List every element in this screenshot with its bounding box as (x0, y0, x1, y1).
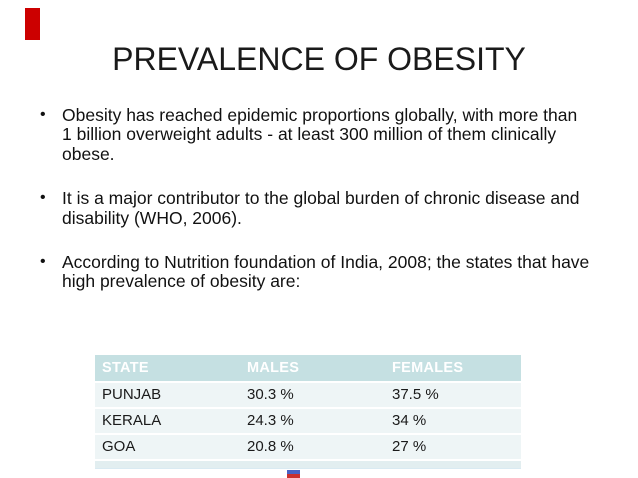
bullet-list: • Obesity has reached epidemic proportio… (38, 105, 613, 317)
table-row: GOA 20.8 % 27 % (95, 435, 521, 461)
cell-males: 30.3 % (247, 386, 294, 403)
bullet-item: • It is a major contributor to the globa… (38, 188, 613, 228)
slide-title: PREVALENCE OF OBESITY (112, 41, 526, 77)
bullet-icon: • (40, 189, 46, 207)
table-header-males: MALES (247, 360, 300, 376)
footer-mark-blue-part (287, 470, 300, 474)
bullet-line: According to Nutrition foundation of Ind… (62, 252, 590, 273)
table-bottom-band (95, 461, 521, 469)
cell-females: 34 % (392, 412, 427, 429)
cell-females: 27 % (392, 438, 427, 455)
bullet-line: It is a major contributor to the global … (62, 188, 580, 209)
cell-males: 24.3 % (247, 412, 294, 429)
cell-state: KERALA (102, 412, 162, 429)
bullet-line: Obesity has reached epidemic proportions… (62, 105, 578, 125)
table-header-females: FEMALES (392, 360, 464, 376)
cell-females: 37.5 % (392, 386, 439, 403)
bullet-line: 1 billion overweight adults - at least 3… (62, 124, 557, 145)
table-row: KERALA 24.3 % 34 % (95, 409, 521, 435)
cell-state: GOA (102, 438, 136, 455)
bullet-icon: • (40, 106, 46, 123)
bullet-line: obese. (62, 143, 115, 164)
table-header-row: STATE MALES FEMALES (95, 355, 521, 383)
table-header-state: STATE (102, 360, 149, 376)
footer-mark-red-part (287, 474, 300, 478)
bullet-item: • According to Nutrition foundation of I… (38, 252, 613, 292)
bullet-line: high prevalence of obesity are: (62, 271, 301, 292)
table-row: PUNJAB 30.3 % 37.5 % (95, 383, 521, 409)
bullet-icon: • (40, 253, 46, 271)
cell-state: PUNJAB (102, 386, 162, 403)
prevalence-table: STATE MALES FEMALES PUNJAB 30.3 % 37.5 %… (95, 355, 521, 469)
bullet-line: disability (WHO, 2006). (62, 207, 242, 228)
red-accent-bar (25, 8, 40, 40)
bullet-item: • Obesity has reached epidemic proportio… (38, 105, 613, 164)
footer-mark-icon (287, 470, 300, 478)
cell-males: 20.8 % (247, 438, 294, 455)
